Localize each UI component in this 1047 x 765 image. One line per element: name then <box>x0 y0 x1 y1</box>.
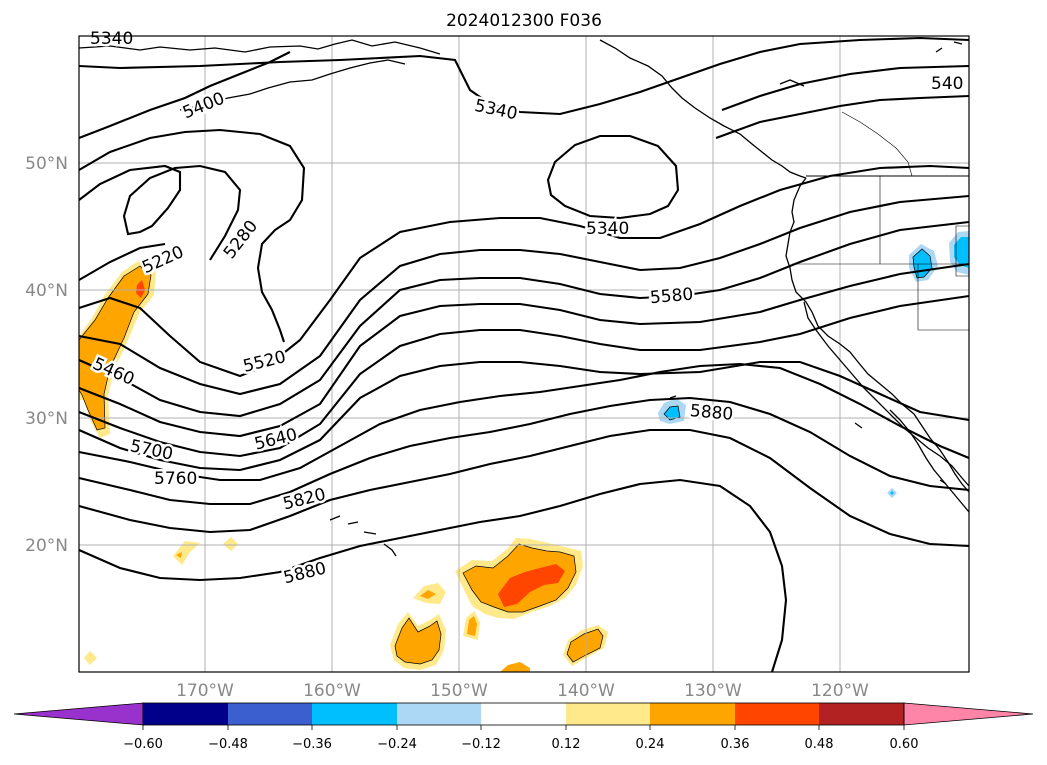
shade-blob-a-orange <box>395 618 441 664</box>
colorbar-bin-7 <box>650 703 735 725</box>
latitude-labels: 20°N 30°N 40°N 50°N <box>25 154 68 556</box>
cb-tick-label: −0.24 <box>377 737 417 752</box>
shade-spot-1-inner <box>176 552 182 558</box>
shade-blob-c-orange <box>567 629 603 662</box>
coastlines <box>78 39 970 557</box>
colorbar-bin-9 <box>819 703 904 725</box>
colorbar-under-arrow <box>13 702 144 726</box>
colorbar-bin-6 <box>566 703 650 725</box>
lat-label-50: 50°N <box>25 154 68 174</box>
shade-west-red <box>136 280 145 298</box>
colorbar-bin-4 <box>397 703 481 725</box>
colorbar-bin-8 <box>735 703 819 725</box>
lon-label-130w: 130°W <box>684 681 742 701</box>
shade-spot-hi-orange <box>420 590 436 599</box>
shade-west-orange <box>79 266 151 430</box>
border-nv-ut <box>955 225 969 277</box>
border-alberta <box>841 111 913 177</box>
contour-label-5820: 5880 <box>689 401 734 425</box>
shade-spot-3 <box>84 651 97 665</box>
contour-label-5580: 5580 <box>649 285 694 309</box>
contour-label-5340-c: 5340 <box>586 219 629 239</box>
shade-spot-2 <box>223 537 238 551</box>
cb-tick-label: 0.24 <box>636 737 665 752</box>
cb-tick-label: 0.60 <box>890 737 919 752</box>
map-title: 2024012300 F036 <box>446 11 602 31</box>
shade-south-red <box>498 564 565 607</box>
cb-tick-label: −0.12 <box>461 737 501 752</box>
colorbar-bin-5 <box>481 703 566 725</box>
cb-tick-label: 0.12 <box>552 737 581 752</box>
cb-tick-label: −0.60 <box>123 737 163 752</box>
lat-label-40: 40°N <box>25 281 68 301</box>
shade-blue-far <box>954 237 969 268</box>
lon-label-170w: 170°W <box>176 681 234 701</box>
contour-label-540: 540 <box>931 74 963 94</box>
shade-spot-1 <box>173 541 200 565</box>
shade-blue-small-inner <box>890 491 894 495</box>
shaded-anomalies <box>79 231 969 672</box>
colorbar-bin-3 <box>312 703 397 725</box>
lon-label-160w: 160°W <box>303 681 361 701</box>
map-panel: 5340 5400 5220 5280 5340 5340 540 5580 5… <box>78 27 970 673</box>
cb-tick-label: 0.48 <box>805 737 834 752</box>
contour-label-5700: 5760 <box>154 469 197 489</box>
height-contours <box>78 36 970 673</box>
shade-blob-d <box>500 662 530 672</box>
lon-label-120w: 120°W <box>811 681 869 701</box>
lat-label-20: 20°N <box>25 536 68 556</box>
colorbar: −0.60 −0.48 −0.36 −0.24 −0.12 0.12 0.24 … <box>13 702 1034 752</box>
cb-tick-label: 0.36 <box>721 737 750 752</box>
colorbar-bin-2 <box>228 703 312 725</box>
colorbar-tick-labels: −0.60 −0.48 −0.36 −0.24 −0.12 0.12 0.24 … <box>123 737 918 752</box>
shade-outlines <box>78 248 933 665</box>
graticule <box>79 36 969 672</box>
colorbar-bin-1 <box>143 703 228 725</box>
lon-label-150w: 150°W <box>430 681 488 701</box>
contour-label-5340-a: 5340 <box>90 29 133 49</box>
lon-label-140w: 140°W <box>557 681 615 701</box>
cb-tick-label: −0.48 <box>208 737 248 752</box>
colorbar-frame <box>142 702 905 726</box>
colorbar-ticks <box>142 725 905 730</box>
shade-blob-b-orange <box>467 616 477 636</box>
colorbar-over-arrow <box>903 702 1034 726</box>
border-ca-nv <box>917 264 969 331</box>
lat-label-30: 30°N <box>25 409 68 429</box>
contour-label-5640: 5700 <box>128 436 174 465</box>
longitude-labels: 170°W 160°W 150°W 140°W 130°W 120°W <box>176 681 869 701</box>
cb-tick-label: −0.36 <box>292 737 332 752</box>
map-frame <box>78 35 970 673</box>
